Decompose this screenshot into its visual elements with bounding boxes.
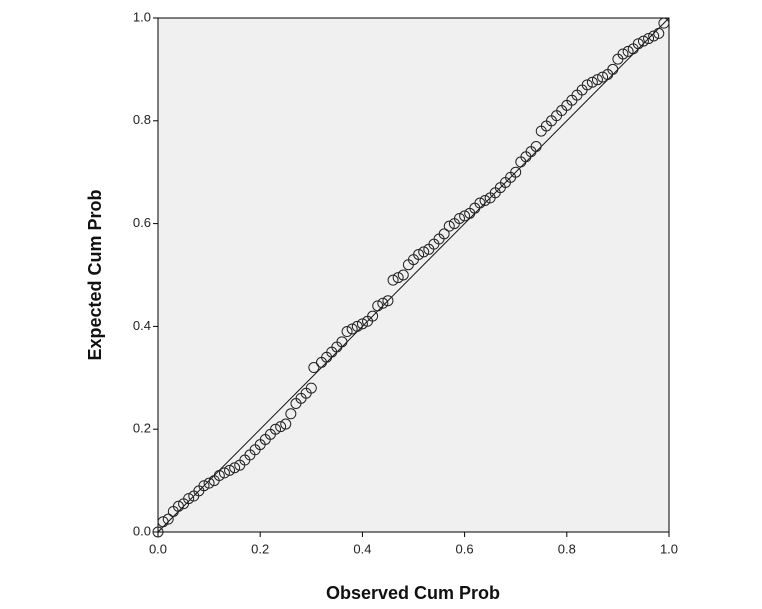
y-tick-label: 0.4 <box>133 318 151 333</box>
x-tick-label: 0.2 <box>251 541 269 556</box>
point <box>581 79 593 91</box>
point <box>198 480 210 492</box>
point <box>336 336 348 348</box>
point <box>356 318 368 330</box>
point <box>443 220 455 232</box>
point <box>285 408 297 420</box>
x-tick-label: 0.4 <box>353 541 371 556</box>
point <box>591 74 603 86</box>
point <box>351 320 363 332</box>
point <box>372 300 384 312</box>
y-tick-label: 1.0 <box>133 9 151 24</box>
point <box>305 382 317 394</box>
point <box>346 323 358 335</box>
y-tick-label: 0.6 <box>133 215 151 230</box>
y-tick-label: 0.2 <box>133 421 151 436</box>
point <box>382 295 394 307</box>
point <box>510 166 522 178</box>
point <box>367 310 379 322</box>
point <box>453 212 465 224</box>
point <box>418 246 430 258</box>
point <box>653 27 665 39</box>
x-tick-label: 0.8 <box>558 541 576 556</box>
point <box>617 48 629 60</box>
point <box>275 421 287 433</box>
y-tick-label: 0.0 <box>133 523 151 538</box>
x-axis-title: Observed Cum Prob <box>326 583 500 603</box>
y-tick-label: 0.8 <box>133 112 151 127</box>
point <box>658 17 670 29</box>
point <box>280 418 292 430</box>
point <box>632 38 644 50</box>
point <box>213 469 225 481</box>
point <box>172 500 184 512</box>
point <box>479 194 491 206</box>
y-axis-title: Expected Cum Prob <box>85 189 105 360</box>
point <box>413 248 425 260</box>
point <box>607 63 619 75</box>
point <box>397 269 409 281</box>
point <box>586 76 598 88</box>
point <box>183 493 195 505</box>
point <box>270 423 282 435</box>
point <box>474 197 486 209</box>
x-tick-label: 1.0 <box>660 541 678 556</box>
point <box>162 513 174 525</box>
x-tick-label: 0.0 <box>149 541 167 556</box>
point <box>387 274 399 286</box>
point <box>203 477 215 489</box>
point <box>218 467 230 479</box>
point <box>597 71 609 83</box>
x-tick-label: 0.6 <box>456 541 474 556</box>
point <box>341 326 353 338</box>
point <box>438 228 450 240</box>
point <box>377 297 389 309</box>
point <box>229 462 241 474</box>
point <box>157 516 169 528</box>
point <box>648 30 660 42</box>
point <box>392 272 404 284</box>
point <box>637 35 649 47</box>
reference-line <box>157 17 670 533</box>
point <box>308 362 320 374</box>
point <box>459 210 471 222</box>
point <box>152 526 164 538</box>
point <box>530 141 542 152</box>
point <box>643 33 655 45</box>
point <box>622 45 634 57</box>
point <box>224 464 236 476</box>
